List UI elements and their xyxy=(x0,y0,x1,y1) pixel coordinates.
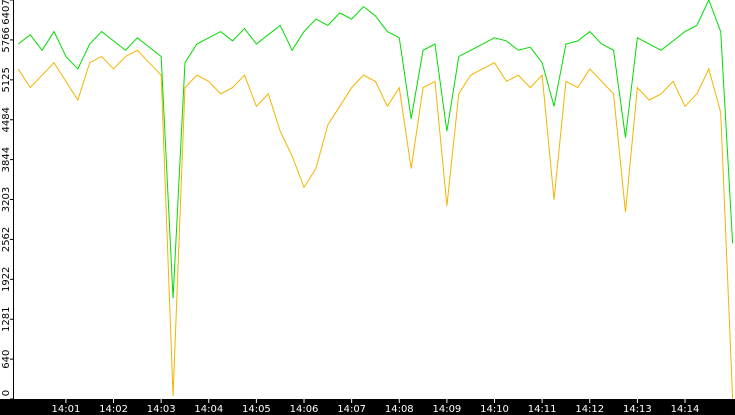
series-line xyxy=(17,49,734,400)
x-tick-label: 14:02 xyxy=(99,404,128,415)
y-tick-label: 5125 xyxy=(1,67,12,92)
y-tick-label: 3844 xyxy=(1,147,12,172)
y-tick-label: 1922 xyxy=(1,267,12,292)
x-tick-label: 14:09 xyxy=(432,404,461,415)
x-tick-label: 14:04 xyxy=(194,404,223,415)
x-tick-label: 14:03 xyxy=(147,404,176,415)
x-tick-label: 14:01 xyxy=(51,404,80,415)
x-axis-band xyxy=(0,399,735,415)
y-tick-label: 0 xyxy=(1,390,12,396)
x-tick-label: 14:07 xyxy=(337,404,366,415)
x-tick-label: 14:05 xyxy=(242,404,271,415)
series-line xyxy=(17,0,734,299)
x-tick-label: 14:12 xyxy=(575,404,604,415)
y-tick-label: 5766 xyxy=(1,27,12,52)
x-tick-label: 14:08 xyxy=(385,404,414,415)
x-tick-label: 14:06 xyxy=(290,404,319,415)
y-tick-label: 3203 xyxy=(1,187,12,212)
x-tick-label: 14:10 xyxy=(480,404,509,415)
y-tick-label: 6407 xyxy=(1,0,12,25)
y-tick-label: 2562 xyxy=(1,227,12,252)
y-tick-label: 1281 xyxy=(1,306,12,331)
y-tick-label: 640 xyxy=(1,350,12,369)
x-tick-label: 14:11 xyxy=(528,404,557,415)
x-tick-label: 14:14 xyxy=(671,404,700,415)
y-tick-label: 4484 xyxy=(1,107,12,132)
x-tick-label: 14:13 xyxy=(623,404,652,415)
